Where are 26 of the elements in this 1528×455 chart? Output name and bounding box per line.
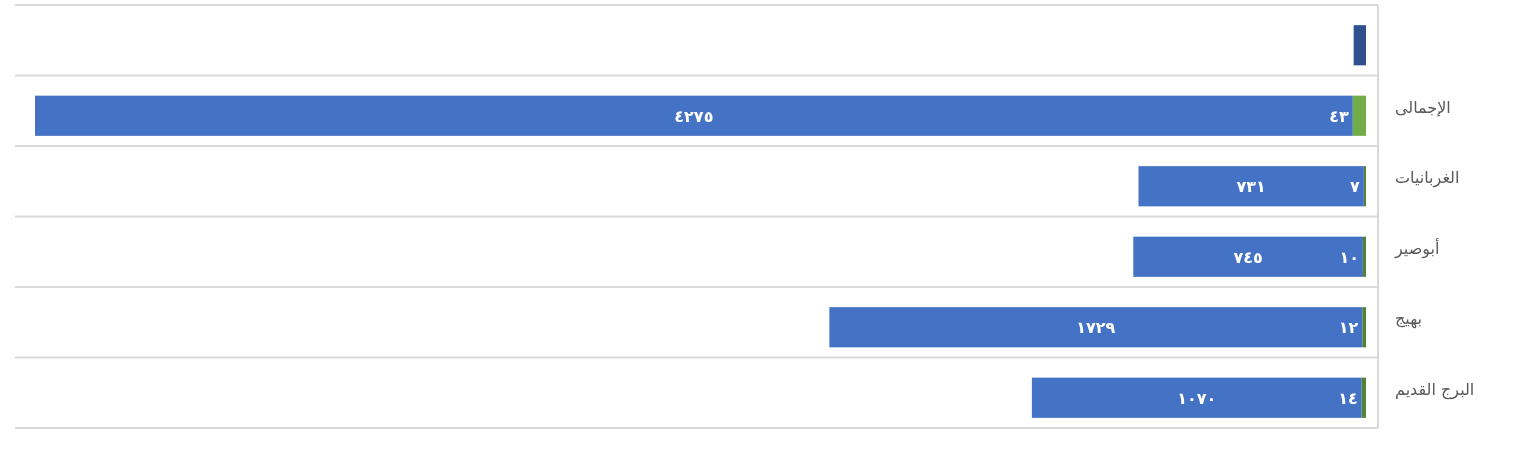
bar [1031,377,1362,418]
bar [1352,95,1366,136]
bar [829,307,1363,348]
data-label: ٤٣ [1329,106,1349,126]
bar [1138,166,1364,207]
data-label: ١٧٢٩ [1076,318,1116,338]
bar [1353,25,1366,66]
bar [1363,166,1366,207]
y-tick-label: أبوصير [1394,237,1440,259]
bar [1361,377,1366,418]
y-tick-label: البرج القديم [1395,379,1475,400]
bar [1362,307,1366,348]
data-label: ٧٤٥ [1233,247,1263,267]
data-label: ٧٣١ [1236,177,1266,197]
data-label: ٧ [1350,177,1361,197]
bar [1133,236,1363,277]
y-tick-label: الغربانيات [1395,168,1460,189]
bar [35,95,1353,136]
data-label: ١٠٧٠ [1177,388,1217,408]
y-tick-label: بهيج [1395,309,1422,330]
data-label: ١٤ [1338,388,1358,408]
data-label: ١٠ [1339,247,1359,267]
data-label: ١٢ [1338,318,1359,338]
bar [1362,236,1366,277]
data-label: ٤٢٧٥ [674,106,714,126]
y-tick-label: الإجمالى [1395,97,1451,117]
